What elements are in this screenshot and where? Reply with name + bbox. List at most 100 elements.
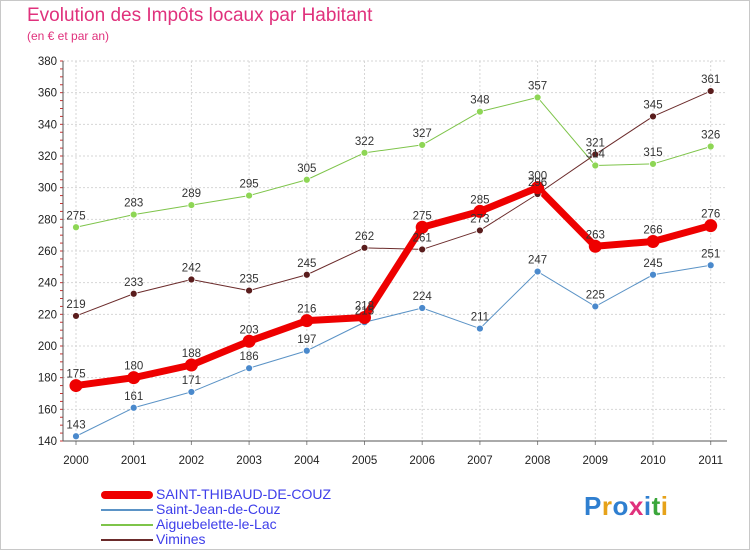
legend-label: Saint-Jean-de-Couz: [156, 501, 281, 517]
logo-letter: t: [651, 491, 661, 521]
data-point: [72, 432, 80, 441]
data-point: [127, 371, 141, 385]
data-label: 283: [124, 198, 143, 210]
proxiti-logo: Proxiti: [584, 491, 668, 522]
data-label: 235: [240, 274, 259, 286]
data-label: 275: [66, 210, 85, 222]
data-label: 273: [470, 213, 489, 225]
data-point: [129, 403, 138, 412]
data-label: 218: [355, 301, 374, 313]
data-label: 251: [701, 248, 720, 260]
data-point: [649, 112, 657, 121]
data-point: [533, 267, 542, 276]
data-label: 175: [66, 369, 85, 381]
data-label: 186: [240, 351, 259, 363]
logo-letter: r: [601, 491, 613, 521]
data-point: [704, 219, 718, 233]
data-label: 245: [297, 258, 316, 270]
data-point: [360, 148, 369, 157]
x-tick-label: 2006: [409, 455, 435, 467]
y-tick-label: 140: [38, 436, 57, 448]
data-label: 203: [240, 324, 259, 336]
y-tick-label: 260: [38, 246, 57, 258]
data-label: 263: [586, 229, 605, 241]
data-label: 211: [471, 312, 489, 324]
data-label: 262: [355, 231, 374, 243]
data-label: 345: [643, 99, 662, 111]
data-point: [300, 314, 314, 328]
series-line: [75, 264, 712, 437]
data-point: [706, 261, 715, 270]
data-point: [302, 346, 311, 355]
data-point: [187, 275, 196, 284]
data-label: 266: [643, 225, 662, 237]
data-point: [588, 239, 602, 253]
y-tick-label: 220: [38, 309, 57, 321]
data-label: 171: [182, 375, 201, 387]
y-tick-label: 180: [38, 373, 57, 385]
y-tick-label: 320: [38, 151, 57, 163]
logo-letter: o: [612, 491, 629, 521]
y-tick-label: 340: [38, 119, 57, 131]
data-label: 215: [355, 305, 374, 317]
data-label: 247: [528, 255, 547, 267]
x-tick-label: 2008: [525, 455, 551, 467]
data-label: 161: [124, 391, 143, 403]
legend-swatch: [101, 523, 153, 526]
legend-swatch: [101, 538, 153, 541]
data-label: 143: [66, 419, 85, 431]
x-tick-label: 2000: [63, 455, 89, 467]
data-point: [706, 87, 715, 95]
data-label: 261: [413, 232, 432, 244]
data-point: [187, 201, 196, 209]
data-label: 242: [182, 263, 201, 275]
data-label: 295: [240, 179, 259, 191]
data-point: [184, 358, 198, 372]
legend-label: Aiguebelette-le-Lac: [156, 516, 277, 532]
data-point: [302, 175, 311, 184]
data-label: 296: [528, 177, 547, 189]
data-point: [69, 379, 83, 393]
data-point: [418, 141, 427, 149]
data-label: 180: [124, 361, 143, 373]
legend-swatch: [101, 508, 153, 511]
x-tick-label: 2010: [640, 455, 666, 467]
series-line: [75, 90, 712, 317]
data-label: 197: [297, 334, 316, 346]
data-point: [129, 289, 138, 298]
data-label: 188: [182, 348, 201, 360]
data-label: 225: [586, 289, 605, 301]
legend-swatch: [101, 490, 153, 499]
data-label: 315: [643, 147, 662, 159]
data-label: 321: [586, 137, 605, 149]
series-line: [72, 184, 715, 390]
data-label: 233: [124, 277, 143, 289]
chart-subtitle: (en € et par an): [27, 29, 110, 43]
data-point: [533, 93, 542, 102]
series-group: 275 283 289 295 305 322 327 348 357 314 315 326 219 2…: [66, 74, 720, 441]
data-label: 357: [528, 80, 547, 92]
data-point: [72, 223, 80, 232]
y-tick-label: 300: [38, 183, 57, 195]
logo-letter: P: [584, 491, 602, 521]
grid-lines: [63, 60, 727, 442]
x-axis: 2000 2001 2002 2003 2004 2005 2006 2007 2008 2009…: [63, 440, 727, 467]
y-tick-label: 160: [38, 404, 57, 416]
data-point: [475, 107, 484, 116]
data-point: [245, 191, 254, 200]
data-point: [242, 334, 256, 348]
logo-letter: i: [643, 491, 652, 521]
legend-label: Vimines: [156, 531, 206, 547]
data-point: [418, 304, 427, 312]
data-point: [591, 161, 600, 170]
x-tick-label: 2005: [352, 455, 378, 467]
data-label: 224: [413, 291, 433, 303]
data-label: 305: [297, 163, 316, 175]
legend-label: SAINT-THIBAUD-DE-COUZ: [156, 486, 331, 502]
data-label: 285: [470, 194, 489, 206]
data-label: 314: [586, 149, 606, 161]
data-point: [418, 245, 427, 254]
data-point: [129, 210, 138, 219]
